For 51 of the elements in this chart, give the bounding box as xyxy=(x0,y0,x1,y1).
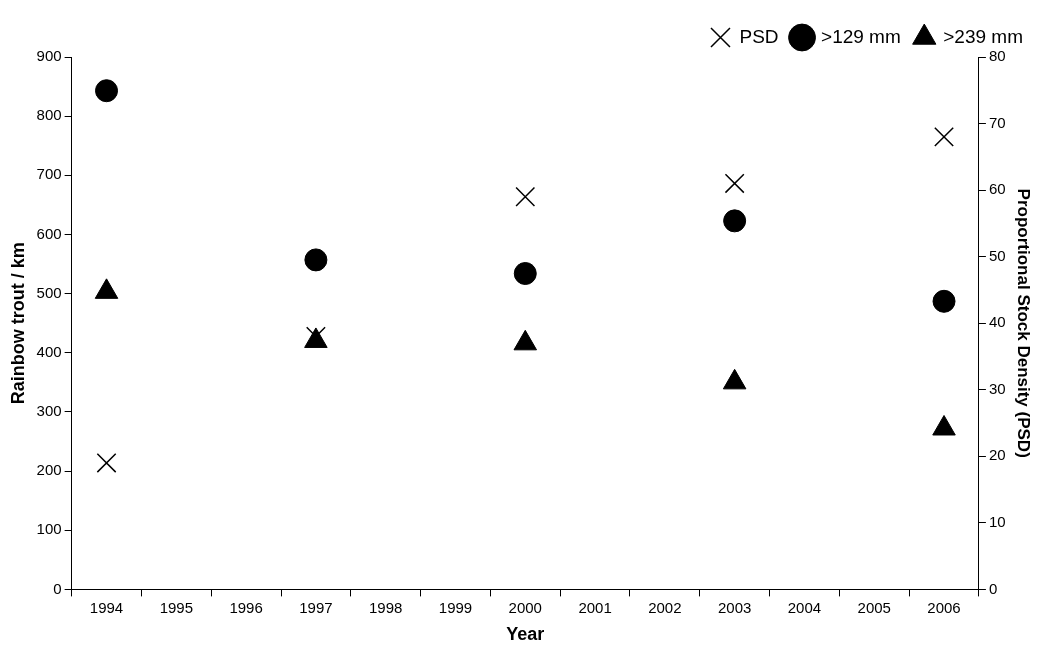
y-tick-label: 200 xyxy=(36,461,62,479)
x-tick-label: 1998 xyxy=(369,598,403,616)
legend-label: >239 mm xyxy=(943,25,1023,47)
x-tick-label: 1997 xyxy=(299,598,333,616)
y2-tick-label: 70 xyxy=(988,113,1006,131)
y-tick-label: 100 xyxy=(36,520,62,538)
point xyxy=(724,173,745,194)
y-tick-label: 900 xyxy=(36,47,62,65)
point xyxy=(513,262,537,286)
x-tick-label: 1999 xyxy=(438,598,473,616)
y2-tick-label: 40 xyxy=(988,313,1006,331)
point xyxy=(94,278,119,299)
point xyxy=(304,248,328,272)
legend-label: >129 mm xyxy=(821,25,901,47)
y-tick-label: 0 xyxy=(53,579,62,597)
x-tick-label: 2001 xyxy=(578,598,612,616)
point xyxy=(934,126,954,147)
x-axis-title: Year xyxy=(506,624,545,645)
point xyxy=(515,186,536,207)
x-tick-label: 2000 xyxy=(508,598,542,616)
point xyxy=(513,329,538,351)
y2-tick-label: 60 xyxy=(988,180,1006,198)
legend-label: PSD xyxy=(739,25,779,47)
y2-tick-label: 0 xyxy=(988,579,998,597)
y-tick-label: 800 xyxy=(36,106,62,124)
point xyxy=(96,453,117,473)
x-tick-label: 2002 xyxy=(648,598,682,616)
y2-tick-label: 80 xyxy=(988,47,1006,65)
point xyxy=(932,415,956,436)
x-tick-label: 1994 xyxy=(89,598,124,616)
x-tick-label: 1995 xyxy=(159,598,193,616)
y2-tick-label: 20 xyxy=(988,446,1006,464)
point xyxy=(723,209,747,233)
y-tick-label: 700 xyxy=(36,165,62,183)
y-axis-title: Rainbow trout / km xyxy=(7,242,28,405)
x-tick-label: 1996 xyxy=(229,598,263,616)
x-tick-label: 2005 xyxy=(857,598,891,616)
point xyxy=(722,368,747,390)
y2-tick-label: 30 xyxy=(988,379,1006,397)
y-tick-label: 600 xyxy=(36,224,62,242)
x-tick-label: 2004 xyxy=(787,598,822,616)
point xyxy=(932,289,956,313)
x-tick-label: 2006 xyxy=(927,598,961,616)
y2-tick-label: 50 xyxy=(988,246,1006,264)
y2-axis-title: Proportional Stock Density (PSD) xyxy=(1014,188,1034,458)
x-tick-label: 2003 xyxy=(717,598,752,616)
y2-tick-label: 10 xyxy=(988,512,1006,530)
y-tick-label: 500 xyxy=(36,283,62,301)
point xyxy=(95,79,119,103)
y-tick-label: 300 xyxy=(36,402,62,420)
y-tick-label: 400 xyxy=(36,342,62,360)
